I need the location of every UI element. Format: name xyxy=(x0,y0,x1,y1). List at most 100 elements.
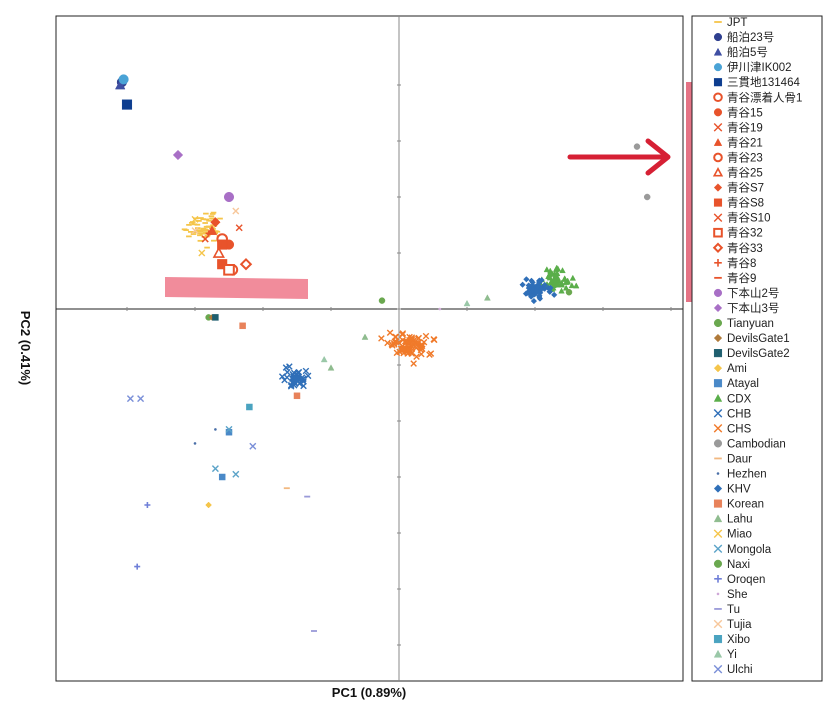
point-tujia xyxy=(232,207,240,215)
legend-marker-ami xyxy=(713,363,723,373)
point-cdx xyxy=(554,274,562,281)
legend-label-33: 青谷33 xyxy=(727,242,763,255)
point-lahu xyxy=(327,364,335,371)
legend-marker-oroqen xyxy=(714,575,722,583)
point-chs xyxy=(399,330,407,337)
legend-marker-15 xyxy=(713,108,723,117)
point-chs xyxy=(426,351,433,358)
legend-marker-atayal xyxy=(713,379,723,388)
legend-label-cdx: CDX xyxy=(727,393,752,405)
legend-marker-chb xyxy=(713,409,723,418)
point-mongola xyxy=(232,470,240,478)
legend-label-23: 青谷23 xyxy=(727,151,763,164)
point-ik002 xyxy=(118,74,129,85)
point-cdx xyxy=(562,284,570,291)
point-khv xyxy=(536,277,543,284)
legend-label-cambodian: Cambodian xyxy=(727,438,786,450)
legend-label-ik002: 伊川津IK002 xyxy=(727,61,792,74)
point-yi xyxy=(463,299,471,307)
legend-marker-khv xyxy=(713,484,723,493)
point-cdx xyxy=(553,264,561,271)
legend-label-s7: 青谷S7 xyxy=(727,182,764,195)
point-hezhen xyxy=(193,442,197,445)
point-ulchi xyxy=(137,395,145,403)
legend-label-khv: KHV xyxy=(727,484,751,496)
legend-label-miao: Miao xyxy=(727,529,752,541)
point-khv xyxy=(519,281,526,288)
legend-marker-devilsgate1 xyxy=(713,333,723,343)
legend-marker-cdx xyxy=(713,393,723,402)
red-arrow-head xyxy=(645,138,671,176)
point-chb xyxy=(292,375,300,382)
legend-marker-lahu xyxy=(713,514,723,523)
legend-label-2: 下本山2号 xyxy=(727,286,779,300)
legend-label-yi: Yi xyxy=(727,649,737,661)
legend-label-s10: 青谷S10 xyxy=(727,212,770,225)
point-ulchi xyxy=(126,395,134,403)
legend-marker-8 xyxy=(714,259,722,267)
legend-marker-devilsgate2 xyxy=(713,349,723,358)
point-chs xyxy=(388,341,396,348)
point-tujia xyxy=(191,227,199,235)
point-cdx xyxy=(568,282,576,289)
point-chs xyxy=(422,332,430,340)
point-naxi xyxy=(565,288,573,296)
legend-label-131464: 三貫地131464 xyxy=(727,76,800,89)
point-chs xyxy=(415,339,422,346)
legend-marker-1 xyxy=(713,92,723,103)
legend-marker-yi xyxy=(713,649,723,658)
legend-label-chs: CHS xyxy=(727,423,752,435)
legend-frame xyxy=(691,15,823,682)
legend-label-oroqen: Oroqen xyxy=(727,574,765,586)
point-khv xyxy=(530,297,538,305)
point-131464 xyxy=(121,99,133,110)
point-25 xyxy=(212,246,225,258)
legend-marker-korean xyxy=(713,499,723,508)
point-cdx xyxy=(558,287,565,294)
legend-marker-19 xyxy=(713,123,723,132)
legend-label-3: 下本山3号 xyxy=(727,301,779,315)
legend-label-21: 青谷21 xyxy=(727,136,763,149)
legend-marker-5 xyxy=(713,47,723,56)
legend-label-devilsgate2: DevilsGate2 xyxy=(727,348,790,360)
legend-label-jpt: JPT xyxy=(727,17,747,29)
point-khv xyxy=(546,286,553,293)
y-axis-title: PC2 (0.41%) xyxy=(18,311,33,385)
point-oroqen xyxy=(134,563,141,570)
point-chs xyxy=(384,339,391,347)
point-lahu xyxy=(361,333,369,340)
point-33 xyxy=(239,257,253,271)
data-points xyxy=(114,74,651,632)
point-cdx xyxy=(573,282,580,289)
legend-marker-2 xyxy=(713,288,723,297)
legend-marker-s7 xyxy=(713,183,723,192)
point-khv xyxy=(541,285,548,292)
legend-label-atayal: Atayal xyxy=(727,378,759,390)
point-korean xyxy=(239,322,246,330)
legend-marker-s8 xyxy=(713,198,723,207)
legend-marker-3 xyxy=(713,303,723,313)
legend-marker-chs xyxy=(713,424,723,433)
point-cambodian xyxy=(643,193,651,201)
point-cambodian xyxy=(633,143,641,150)
legend-label-tu: Tu xyxy=(727,604,740,616)
point-khv xyxy=(537,286,544,293)
legend-marker-21 xyxy=(713,138,723,146)
point-cdx xyxy=(552,271,559,278)
legend-marker-ik002 xyxy=(713,63,723,72)
legend-marker-25 xyxy=(712,167,724,177)
point-chs xyxy=(410,336,418,344)
point-cdx xyxy=(543,266,551,273)
point-mongola xyxy=(211,465,219,473)
legend-label-8: 青谷8 xyxy=(727,257,756,270)
point-tianyuan xyxy=(378,297,386,304)
legend-marker-naxi xyxy=(713,559,723,568)
point-chs xyxy=(410,360,417,367)
point-cdx xyxy=(558,279,565,286)
point-atayal xyxy=(218,473,226,481)
legend-marker-23 xyxy=(713,33,723,42)
point-3 xyxy=(172,149,184,161)
legend-label-xibo: Xibo xyxy=(727,634,750,646)
legend-marker-23 xyxy=(713,152,723,163)
